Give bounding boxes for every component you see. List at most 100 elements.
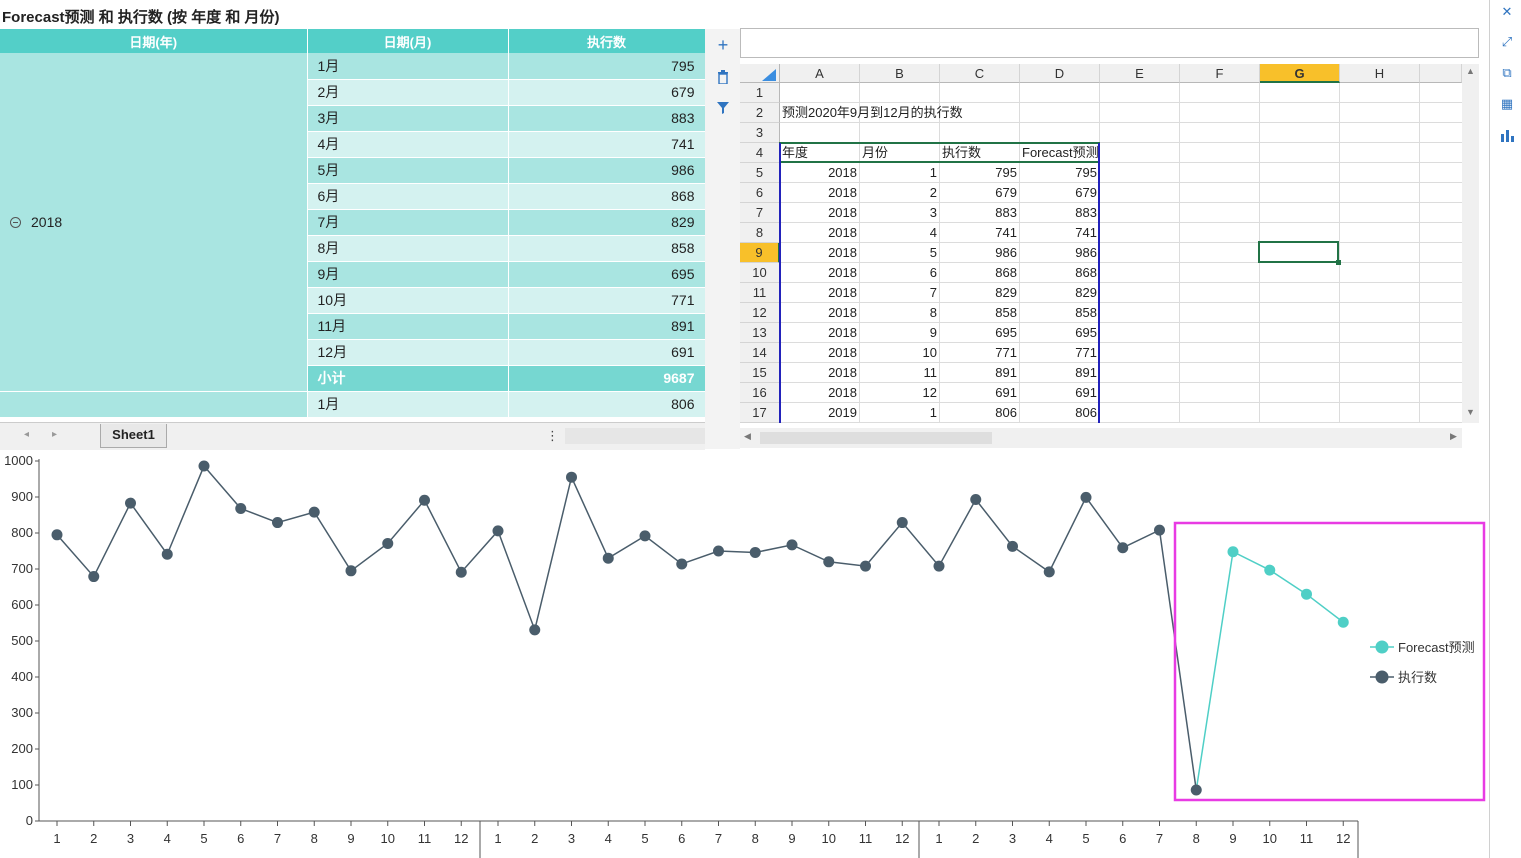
grid-cell[interactable]: 2018: [828, 205, 857, 220]
grid-cell[interactable]: 806: [1075, 405, 1097, 420]
grid-cell[interactable]: 883: [995, 205, 1017, 220]
tab-next-icon[interactable]: ▸: [52, 429, 58, 440]
column-header[interactable]: C: [940, 64, 1020, 83]
tab-prev-icon[interactable]: ◂: [24, 429, 30, 440]
grid-cell[interactable]: 771: [1075, 345, 1097, 360]
column-header[interactable]: B: [860, 64, 940, 83]
active-cell-g9[interactable]: [1258, 241, 1339, 263]
grid-cell[interactable]: 695: [1075, 325, 1097, 340]
row-header[interactable]: 4: [740, 143, 780, 163]
grid-cell[interactable]: 771: [995, 345, 1017, 360]
row-header[interactable]: 10: [740, 263, 780, 283]
link-icon[interactable]: ⧉: [1502, 65, 1512, 80]
grid-cell[interactable]: 1: [929, 165, 937, 180]
grid-cell[interactable]: 3: [929, 205, 937, 220]
grid-cell[interactable]: 7: [929, 285, 937, 300]
column-header[interactable]: H: [1340, 64, 1420, 83]
grid-cell[interactable]: Forecast预测: [1022, 145, 1099, 160]
grid-cell[interactable]: 2018: [828, 345, 857, 360]
grid-cell[interactable]: 829: [1075, 285, 1097, 300]
collapse-minus-icon[interactable]: [10, 216, 21, 228]
trash-icon[interactable]: [715, 70, 731, 86]
sheet-tab[interactable]: Sheet1: [100, 424, 167, 448]
grid-cell[interactable]: 8: [929, 305, 937, 320]
grid-cell[interactable]: 2018: [828, 265, 857, 280]
grid-cell[interactable]: 2018: [828, 225, 857, 240]
resize-icon[interactable]: ⤢: [1501, 34, 1513, 49]
grid-cell[interactable]: 2018: [828, 385, 857, 400]
grid-cell[interactable]: 2: [929, 185, 937, 200]
grid-cell[interactable]: 2018: [828, 165, 857, 180]
grid-cell[interactable]: 执行数: [942, 145, 982, 160]
select-all-corner[interactable]: [740, 64, 780, 83]
row-header[interactable]: 1: [740, 83, 780, 103]
filter-icon[interactable]: [715, 102, 731, 118]
column-header[interactable]: [1420, 64, 1462, 83]
horizontal-scrollbar[interactable]: ◀ ▶: [740, 428, 1462, 448]
row-header[interactable]: 6: [740, 183, 780, 203]
scroll-down-icon[interactable]: ▼: [1466, 407, 1475, 417]
column-header[interactable]: G: [1260, 64, 1340, 83]
grid-cell[interactable]: 986: [995, 245, 1017, 260]
bar-chart-icon[interactable]: [1500, 128, 1514, 142]
layout-icon[interactable]: ▦: [1500, 96, 1514, 111]
row-header[interactable]: 11: [740, 283, 780, 303]
grid-cell[interactable]: 806: [995, 405, 1017, 420]
vertical-scrollbar[interactable]: ▲ ▼: [1462, 64, 1479, 423]
scroll-left-icon[interactable]: ◀: [744, 431, 751, 441]
pivot-header-month[interactable]: 日期(月): [307, 29, 509, 53]
row-header[interactable]: 13: [740, 323, 780, 343]
grid-cell[interactable]: 4: [929, 225, 937, 240]
pivot-year-cell[interactable]: [0, 391, 308, 418]
scroll-right-icon[interactable]: ▶: [1450, 431, 1457, 441]
column-header[interactable]: D: [1020, 64, 1100, 83]
grid-cell[interactable]: 829: [995, 285, 1017, 300]
row-header[interactable]: 17: [740, 403, 780, 423]
row-header[interactable]: 12: [740, 303, 780, 323]
grid-cell[interactable]: 858: [995, 305, 1017, 320]
scroll-up-icon[interactable]: ▲: [1466, 66, 1475, 76]
row-header[interactable]: 3: [740, 123, 780, 143]
tab-scrollbar[interactable]: [565, 428, 705, 444]
row-header[interactable]: 2: [740, 103, 780, 123]
grid-cell[interactable]: 2018: [828, 325, 857, 340]
grid-cell[interactable]: 2018: [828, 305, 857, 320]
fill-handle[interactable]: [1336, 260, 1341, 265]
grid-cell[interactable]: 6: [929, 265, 937, 280]
grid-cell[interactable]: 5: [929, 245, 937, 260]
pivot-header-year[interactable]: 日期(年): [0, 29, 308, 53]
plus-icon[interactable]: +: [717, 35, 729, 55]
row-header[interactable]: 9: [740, 243, 780, 263]
grid-cell[interactable]: 年度: [782, 145, 809, 160]
grid-cell[interactable]: 预测2020年9月到12月的执行数: [782, 105, 963, 120]
scroll-thumb[interactable]: [760, 432, 992, 444]
more-icon[interactable]: ⋮: [546, 428, 559, 443]
grid-cell[interactable]: 12: [922, 385, 937, 400]
row-header[interactable]: 7: [740, 203, 780, 223]
grid-cell[interactable]: 2019: [828, 405, 857, 420]
grid-cell[interactable]: 679: [995, 185, 1017, 200]
column-header[interactable]: A: [780, 64, 860, 83]
formula-input[interactable]: [740, 28, 1479, 58]
grid-cell[interactable]: 691: [1075, 385, 1097, 400]
grid-cell[interactable]: 858: [1075, 305, 1097, 320]
grid-cell[interactable]: 9: [929, 325, 937, 340]
row-header[interactable]: 14: [740, 343, 780, 363]
grid-cell[interactable]: 2018: [828, 245, 857, 260]
grid-cell[interactable]: 1: [929, 405, 937, 420]
grid-cell[interactable]: 691: [995, 385, 1017, 400]
column-header[interactable]: E: [1100, 64, 1180, 83]
grid-cell[interactable]: 891: [1075, 365, 1097, 380]
grid-cell[interactable]: 891: [995, 365, 1017, 380]
grid-cell[interactable]: 11: [923, 365, 938, 380]
pivot-year-cell[interactable]: 2018: [0, 53, 308, 392]
grid-cell[interactable]: 883: [1075, 205, 1097, 220]
collapse-icon[interactable]: ✕: [1501, 4, 1513, 19]
grid-cell[interactable]: 795: [995, 165, 1017, 180]
grid-cell[interactable]: 741: [995, 225, 1017, 240]
grid-cell[interactable]: 868: [995, 265, 1017, 280]
grid-cell[interactable]: 2018: [828, 185, 857, 200]
grid-cell[interactable]: 695: [995, 325, 1017, 340]
grid-cell[interactable]: 986: [1075, 245, 1097, 260]
